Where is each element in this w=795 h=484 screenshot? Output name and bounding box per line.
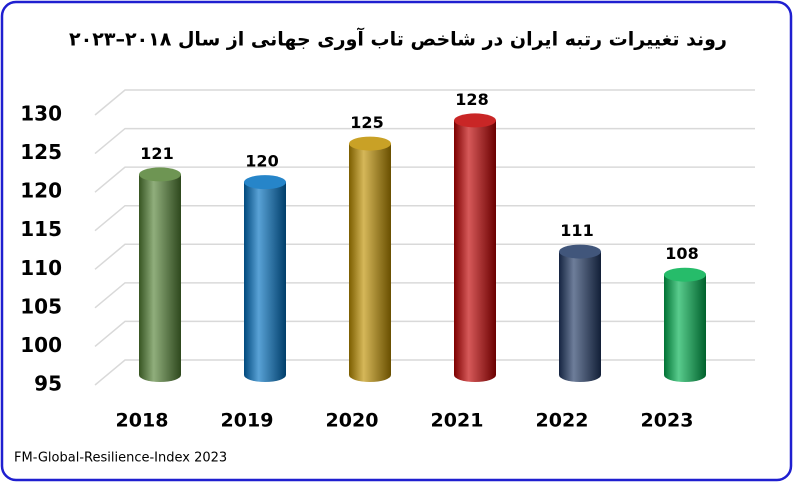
value-label: 128 <box>455 90 488 109</box>
value-label: 125 <box>350 113 383 132</box>
bar-body <box>454 120 496 375</box>
y-tick-label: 100 <box>20 333 62 357</box>
bar-top <box>139 167 181 182</box>
bar-body <box>559 251 601 375</box>
value-label: 108 <box>665 244 698 263</box>
x-tick-label: 2020 <box>326 410 379 432</box>
y-tick-label: 130 <box>20 102 62 126</box>
chart-title: روند تغییرات رتبه ایران در شاخص تاب آوری… <box>69 27 727 51</box>
y-tick-label: 110 <box>20 256 62 280</box>
x-tick-label: 2023 <box>641 410 694 432</box>
bar-body <box>244 182 286 375</box>
bar <box>454 113 496 382</box>
bar-top <box>664 267 706 282</box>
bar-top <box>349 136 391 151</box>
bar <box>664 267 706 382</box>
grid-line <box>94 166 755 193</box>
grid-line <box>94 89 755 116</box>
bar <box>139 167 181 382</box>
bar <box>244 175 286 382</box>
bar-body <box>139 174 181 375</box>
y-tick-label: 120 <box>20 179 62 203</box>
grid-line <box>94 320 755 348</box>
bar <box>349 136 391 382</box>
bar-top <box>244 175 286 190</box>
x-tick-label: 2021 <box>431 410 484 432</box>
y-tick-label: 95 <box>34 372 62 396</box>
source: FM-Global-Resilience-Index 2023 <box>14 451 227 466</box>
grid-line <box>94 243 755 270</box>
bar <box>559 244 601 382</box>
grid-line <box>94 359 755 386</box>
bar-body <box>664 274 706 375</box>
bar-top <box>454 113 496 128</box>
grid-line <box>94 282 755 309</box>
grid-line <box>94 127 755 155</box>
y-tick-label: 115 <box>20 217 62 241</box>
bar-body <box>349 143 391 375</box>
value-label: 120 <box>245 152 278 171</box>
grid-line <box>94 204 755 232</box>
y-tick-label: 125 <box>20 140 62 164</box>
x-tick-label: 2018 <box>116 410 169 432</box>
value-label: 121 <box>140 144 173 163</box>
x-tick-label: 2019 <box>221 410 274 432</box>
bar-top <box>559 244 601 259</box>
y-tick-label: 105 <box>20 294 62 318</box>
value-label: 111 <box>560 221 593 240</box>
x-tick-label: 2022 <box>536 410 589 432</box>
